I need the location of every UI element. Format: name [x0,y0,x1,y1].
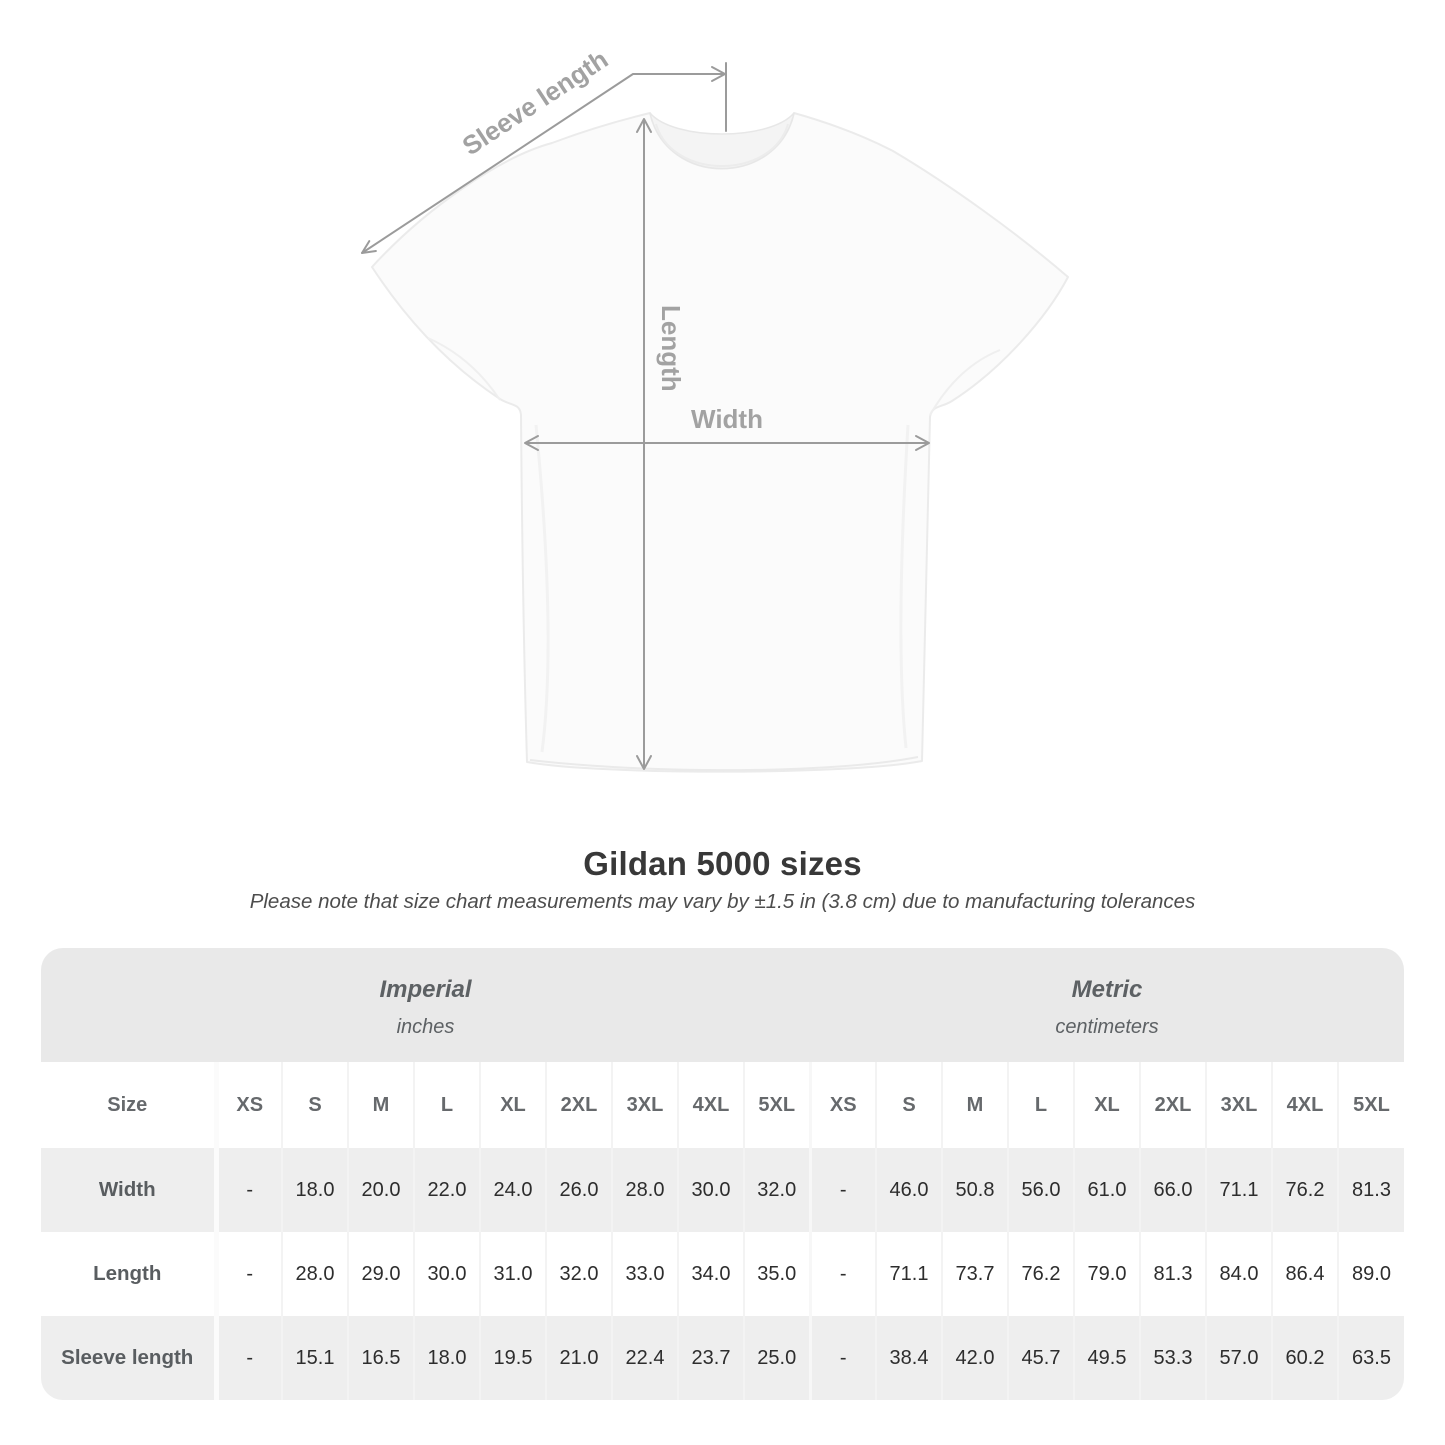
cell-imperial: - [213,1148,282,1232]
cell-metric: 89.0 [1337,1232,1404,1316]
cell-metric: 81.3 [1337,1148,1404,1232]
cell-metric: 45.7 [1007,1316,1074,1400]
size-header-4xl: 4XL [677,1062,744,1148]
cell-metric: 42.0 [941,1316,1008,1400]
width-measure [524,435,930,451]
sleeve-length-measure [361,62,727,254]
cell-imperial: - [213,1232,282,1316]
size-header-xs: XS [213,1062,282,1148]
size-header-m: M [347,1062,414,1148]
cell-imperial: 30.0 [413,1232,480,1316]
unit-group-sublabel: inches [396,1015,455,1038]
collar [649,112,795,170]
tolerance-note: Please note that size chart measurements… [249,890,1196,913]
size-header-4xl: 4XL [1271,1062,1338,1148]
size-header-2xl: 2XL [1139,1062,1206,1148]
size-header-xl: XL [1073,1062,1140,1148]
cell-imperial: 21.0 [545,1316,612,1400]
table-row: Length -28.0 29.0 30.0 31.0 32.0 33.0 34.0 35.0-… [41,1232,1404,1316]
size-header-m: M [941,1062,1008,1148]
cell-imperial: 23.7 [677,1316,744,1400]
cell-metric: - [808,1232,876,1316]
cell-imperial: 18.0 [281,1148,348,1232]
size-header-s: S [281,1062,348,1148]
cell-imperial: 32.0 [545,1232,612,1316]
length-label: Length [656,305,686,392]
cell-metric: 66.0 [1139,1148,1206,1232]
unit-group-label: Metric [1071,975,1143,1003]
cell-imperial: 35.0 [743,1232,810,1316]
cell-metric: 53.3 [1139,1316,1206,1400]
size-header-xl: XL [479,1062,546,1148]
cell-imperial: 24.0 [479,1148,546,1232]
cell-metric: 86.4 [1271,1232,1338,1316]
cell-imperial: 15.1 [281,1316,348,1400]
cell-metric: 46.0 [875,1148,942,1232]
cell-imperial: 20.0 [347,1148,414,1232]
table-row: Width -18.0 20.0 22.0 24.0 26.0 28.0 30.0 32.0-4… [41,1148,1404,1232]
row-label: Sleeve length [61,1346,194,1369]
size-header-l: L [1007,1062,1074,1148]
cell-metric: 61.0 [1073,1148,1140,1232]
cell-metric: 76.2 [1271,1148,1338,1232]
size-header-3xl: 3XL [611,1062,678,1148]
size-header-s: S [875,1062,942,1148]
cell-imperial: 29.0 [347,1232,414,1316]
cell-imperial: 22.4 [611,1316,678,1400]
cell-imperial: 18.0 [413,1316,480,1400]
cell-metric: 57.0 [1205,1316,1272,1400]
size-header-l: L [413,1062,480,1148]
unit-group-imperial: Imperial inches [41,948,810,1062]
tshirt-diagram: Sleeve length Length Width [361,44,1069,773]
cell-metric: 79.0 [1073,1232,1140,1316]
unit-group-metric: Metric centimeters [810,948,1404,1062]
size-header-3xl: 3XL [1205,1062,1272,1148]
cell-imperial: 28.0 [611,1148,678,1232]
page-title: Gildan 5000 sizes [583,845,862,882]
cell-metric: 38.4 [875,1316,942,1400]
size-header-2xl: 2XL [545,1062,612,1148]
width-label: Width [691,404,763,434]
size-header-xs: XS [808,1062,876,1148]
size-header-5xl: 5XL [1337,1062,1404,1148]
cell-metric: - [808,1316,876,1400]
size-table: Imperial inches Metric centimeters Size XS S M L… [41,948,1404,1400]
cell-imperial: 30.0 [677,1148,744,1232]
size-header-5xl: 5XL [743,1062,810,1148]
cell-imperial: 19.5 [479,1316,546,1400]
cell-metric: 50.8 [941,1148,1008,1232]
row-label: Width [98,1178,156,1201]
cell-imperial: 25.0 [743,1316,810,1400]
unit-group-label: Imperial [379,975,472,1003]
cell-metric: 71.1 [875,1232,942,1316]
cell-metric: 73.7 [941,1232,1008,1316]
size-column-header: Size [41,1062,216,1148]
cell-imperial: 16.5 [347,1316,414,1400]
cell-imperial: 26.0 [545,1148,612,1232]
cell-imperial: 28.0 [281,1232,348,1316]
cell-metric: 56.0 [1007,1148,1074,1232]
cell-imperial: - [213,1316,282,1400]
cell-metric: 84.0 [1205,1232,1272,1316]
cell-metric: 49.5 [1073,1316,1140,1400]
cell-metric: 60.2 [1271,1316,1338,1400]
cell-imperial: 22.0 [413,1148,480,1232]
size-data-table: Imperial inches Metric centimeters Size XS S M L… [41,948,1404,1400]
cell-metric: 76.2 [1007,1232,1074,1316]
cell-imperial: 33.0 [611,1232,678,1316]
unit-group-sublabel: centimeters [1055,1015,1159,1038]
cell-metric: 71.1 [1205,1148,1272,1232]
cell-metric: - [808,1148,876,1232]
cell-metric: 81.3 [1139,1232,1206,1316]
cell-metric: 63.5 [1337,1316,1404,1400]
row-label: Length [93,1262,162,1285]
cell-imperial: 31.0 [479,1232,546,1316]
cell-imperial: 34.0 [677,1232,744,1316]
table-row: Sleeve length -15.1 16.5 18.0 19.5 21.0 22.4 23… [41,1316,1404,1400]
cell-imperial: 32.0 [743,1148,810,1232]
